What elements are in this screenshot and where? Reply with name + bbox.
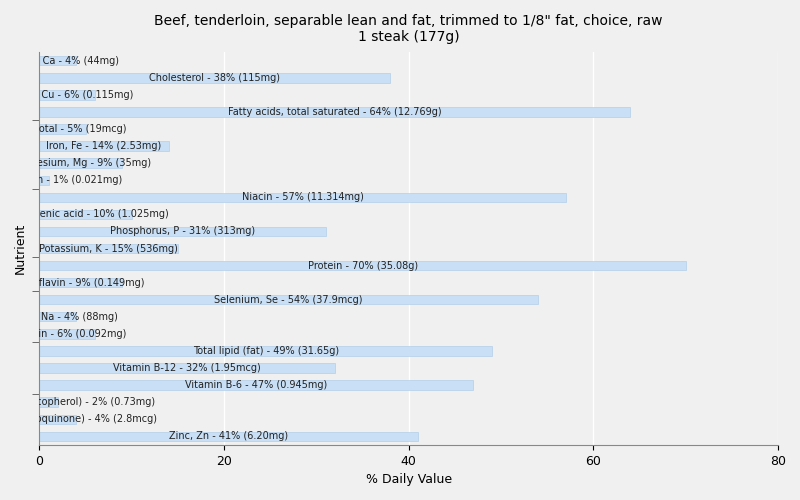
Bar <box>39 210 132 219</box>
Text: Protein - 70% (35.08g): Protein - 70% (35.08g) <box>307 260 418 270</box>
Text: Phosphorus, P - 31% (313mg): Phosphorus, P - 31% (313mg) <box>110 226 255 236</box>
Y-axis label: Nutrient: Nutrient <box>14 223 27 274</box>
Bar <box>39 192 566 202</box>
Text: Zinc, Zn - 41% (6.20mg): Zinc, Zn - 41% (6.20mg) <box>169 432 288 442</box>
Bar <box>39 90 94 100</box>
X-axis label: % Daily Value: % Daily Value <box>366 473 452 486</box>
Bar <box>39 329 94 338</box>
Text: Sodium, Na - 4% (88mg): Sodium, Na - 4% (88mg) <box>0 312 118 322</box>
Text: Niacin - 57% (11.314mg): Niacin - 57% (11.314mg) <box>242 192 363 202</box>
Bar <box>39 142 169 151</box>
Bar <box>39 346 492 356</box>
Bar <box>39 364 335 372</box>
Text: Folate, total - 5% (19mcg): Folate, total - 5% (19mcg) <box>0 124 126 134</box>
Bar <box>39 312 76 322</box>
Text: Vitamin K (phylloquinone) - 4% (2.8mcg): Vitamin K (phylloquinone) - 4% (2.8mcg) <box>0 414 158 424</box>
Bar <box>39 176 49 185</box>
Bar <box>39 227 326 236</box>
Bar <box>39 158 122 168</box>
Text: Vitamin B-12 - 32% (1.95mcg): Vitamin B-12 - 32% (1.95mcg) <box>114 363 261 373</box>
Bar <box>39 432 418 441</box>
Text: Calcium, Ca - 4% (44mg): Calcium, Ca - 4% (44mg) <box>0 56 119 66</box>
Bar <box>39 295 538 304</box>
Text: Fatty acids, total saturated - 64% (12.769g): Fatty acids, total saturated - 64% (12.7… <box>228 107 442 117</box>
Text: Riboflavin - 9% (0.149mg): Riboflavin - 9% (0.149mg) <box>17 278 145 287</box>
Bar <box>39 56 76 66</box>
Bar <box>39 73 390 83</box>
Bar <box>39 261 686 270</box>
Text: Total lipid (fat) - 49% (31.65g): Total lipid (fat) - 49% (31.65g) <box>193 346 338 356</box>
Text: Vitamin B-6 - 47% (0.945mg): Vitamin B-6 - 47% (0.945mg) <box>186 380 327 390</box>
Text: Vitamin E (alpha-tocopherol) - 2% (0.73mg): Vitamin E (alpha-tocopherol) - 2% (0.73m… <box>0 397 155 407</box>
Bar <box>39 414 76 424</box>
Text: Potassium, K - 15% (536mg): Potassium, K - 15% (536mg) <box>39 244 178 254</box>
Bar <box>39 108 630 116</box>
Bar <box>39 398 58 407</box>
Bar <box>39 278 122 287</box>
Text: Selenium, Se - 54% (37.9mcg): Selenium, Se - 54% (37.9mcg) <box>214 294 363 304</box>
Title: Beef, tenderloin, separable lean and fat, trimmed to 1/8" fat, choice, raw
1 ste: Beef, tenderloin, separable lean and fat… <box>154 14 663 44</box>
Bar <box>39 380 474 390</box>
Bar <box>39 124 86 134</box>
Text: Copper, Cu - 6% (0.115mg): Copper, Cu - 6% (0.115mg) <box>1 90 134 100</box>
Bar <box>39 244 178 253</box>
Text: Pantothenic acid - 10% (1.025mg): Pantothenic acid - 10% (1.025mg) <box>2 210 169 220</box>
Text: Iron, Fe - 14% (2.53mg): Iron, Fe - 14% (2.53mg) <box>46 141 162 151</box>
Text: Cholesterol - 38% (115mg): Cholesterol - 38% (115mg) <box>150 73 280 83</box>
Text: Magnesium, Mg - 9% (35mg): Magnesium, Mg - 9% (35mg) <box>10 158 151 168</box>
Text: Thiamin - 6% (0.092mg): Thiamin - 6% (0.092mg) <box>8 329 126 339</box>
Text: Manganese, Mn - 1% (0.021mg): Manganese, Mn - 1% (0.021mg) <box>0 175 122 185</box>
